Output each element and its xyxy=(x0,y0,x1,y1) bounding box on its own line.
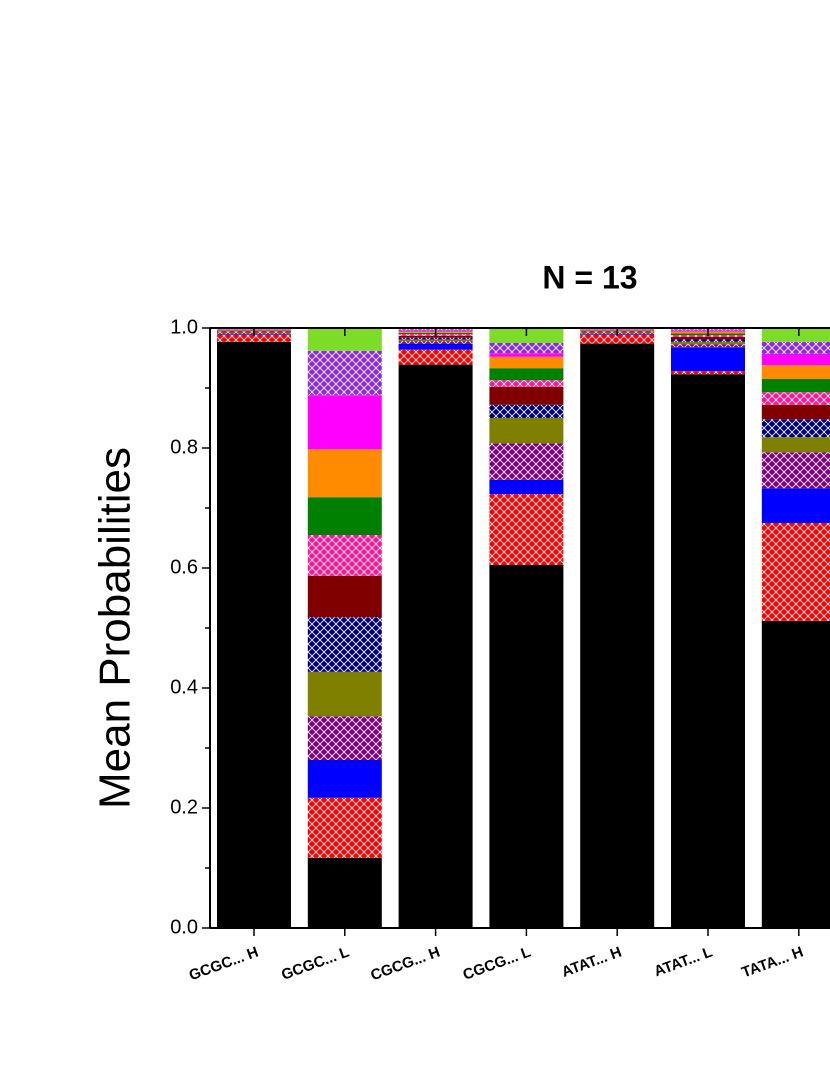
bar-segment xyxy=(761,419,830,438)
y-tick-label: 0.4 xyxy=(170,676,198,698)
bar-segment xyxy=(671,344,745,348)
bar-segment xyxy=(761,620,830,928)
bar-segment xyxy=(761,523,830,621)
x-tick-label: ATAT... H xyxy=(559,944,624,981)
bar-segment xyxy=(307,395,382,450)
bar-segment xyxy=(307,535,382,576)
y-tick-label: 0.6 xyxy=(170,556,198,578)
bar-segment xyxy=(671,335,745,337)
bar-segment xyxy=(580,343,655,929)
bar-segment xyxy=(398,364,473,929)
bar-segment xyxy=(307,716,382,760)
bar-segment xyxy=(307,328,382,351)
y-tick-label: 1.0 xyxy=(170,316,198,338)
bar-segment xyxy=(307,497,382,535)
bar-segment xyxy=(489,443,564,480)
bar-segment xyxy=(761,341,830,354)
bar-segment xyxy=(489,353,564,357)
x-tick-label: GCGC... L xyxy=(279,944,351,984)
bar-segment xyxy=(398,335,473,338)
bar-segment xyxy=(671,347,745,372)
y-tick-label: 0.0 xyxy=(170,916,198,938)
bar-segment xyxy=(489,368,564,381)
y-tick-label: 0.8 xyxy=(170,436,198,458)
bar-segment xyxy=(398,341,473,344)
chart-title: N = 13 xyxy=(542,259,637,295)
bar-segment xyxy=(398,349,473,365)
bar-segment xyxy=(489,418,564,444)
bar-segment xyxy=(307,797,382,858)
bar-segment xyxy=(307,857,382,928)
x-tick-label: TATA... H xyxy=(739,944,805,982)
y-tick-label: 0.2 xyxy=(170,796,198,818)
bar-segment xyxy=(580,334,655,344)
x-tick-label: CGCG... L xyxy=(461,944,533,984)
bar-segment xyxy=(307,575,382,618)
bar-segment xyxy=(761,392,830,405)
bar-segment xyxy=(307,617,382,672)
bar-segment xyxy=(671,374,745,928)
bar-segment xyxy=(671,337,745,340)
bar-segment xyxy=(761,452,830,489)
bar-segment xyxy=(671,371,745,375)
bar-segment xyxy=(761,379,830,393)
bar-segment xyxy=(398,343,473,350)
bar-segment xyxy=(761,353,830,366)
bar-segment xyxy=(398,339,473,342)
bar-segment xyxy=(761,365,830,379)
bar-segment xyxy=(671,339,745,342)
bar-segment xyxy=(761,328,830,342)
bar-segment xyxy=(489,380,564,387)
bar-segment xyxy=(489,565,564,928)
bar-segment xyxy=(489,494,564,565)
x-tick-label: GCGC... H xyxy=(187,944,261,985)
bar-segment xyxy=(489,479,564,495)
bar-segment xyxy=(489,356,564,369)
x-tick-label: ATAT... L xyxy=(652,944,715,981)
bar-segment xyxy=(217,341,291,928)
bar-segment xyxy=(489,404,564,418)
y-axis-label: Mean Probabilities xyxy=(91,447,140,809)
bar-segment xyxy=(307,350,382,396)
bar-segment xyxy=(398,337,473,340)
bar-segment xyxy=(761,437,830,453)
bar-segment xyxy=(307,449,382,498)
bar-segment xyxy=(671,341,745,345)
bar-segment xyxy=(761,488,830,523)
bar-segment xyxy=(489,386,564,405)
bar-segment xyxy=(489,343,564,354)
bar-segment xyxy=(217,334,291,342)
bar-segment xyxy=(761,404,830,420)
bar-segment xyxy=(307,671,382,717)
bar-segment xyxy=(307,760,382,798)
x-tick-label: CGCG... H xyxy=(368,944,442,985)
